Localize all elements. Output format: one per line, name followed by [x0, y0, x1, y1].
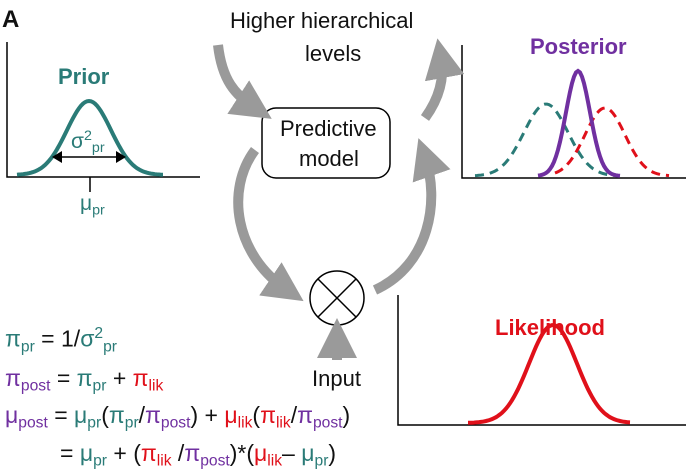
prior-title: Prior — [58, 64, 110, 89]
prior-curve — [16, 98, 163, 177]
posterior-prior-dashed-curve — [474, 102, 620, 178]
prior-axes — [6, 42, 200, 178]
posterior-axes — [461, 45, 686, 179]
prior-variance-label: σ2pr — [71, 128, 105, 157]
input-label: Input — [312, 366, 361, 391]
equation-posterior-mean: μpost = μpr(πpr/πpost) + μlik(πlik/πpost… — [5, 402, 351, 432]
likelihood-axes — [397, 295, 686, 426]
posterior-title: Posterior — [530, 34, 627, 59]
arrow-top-up — [420, 38, 465, 121]
arrow-comparator-to-model — [372, 138, 451, 295]
predictive-model-box — [261, 107, 391, 179]
arrow-top-down — [213, 44, 272, 119]
prior-mean-label: μpr — [80, 192, 105, 219]
likelihood-title: Likelihood — [495, 315, 605, 340]
higher-levels-label-line2: levels — [305, 41, 362, 66]
panel-label: A — [2, 6, 20, 33]
posterior-likelihood-dashed-curve — [554, 106, 670, 178]
higher-levels-label-line1: Higher hierarchical — [230, 8, 414, 33]
equation-posterior-precision: πpost = πpr + πlik — [5, 365, 164, 395]
comparator-node — [309, 270, 365, 326]
model-label-line2: model — [299, 146, 359, 171]
likelihood-curve — [468, 323, 631, 425]
prior-width-arrow — [52, 151, 126, 163]
posterior-curve — [537, 68, 621, 178]
arrow-model-to-comparator — [233, 147, 304, 302]
model-label-line1: Predictive — [280, 116, 377, 141]
equation-prior-precision: πpr = 1/σ2pr — [5, 325, 117, 356]
flow-arrows — [213, 38, 465, 360]
equation-posterior-mean-expanded: = μpr + (πlik /πpost)*(μlik– μpr) — [60, 440, 337, 470]
